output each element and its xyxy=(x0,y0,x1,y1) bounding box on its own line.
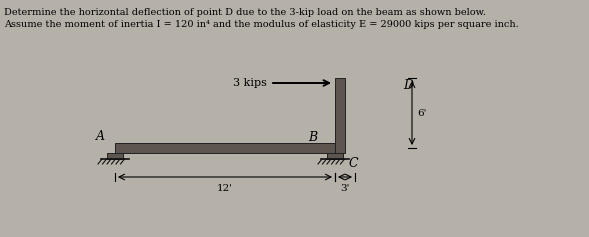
Text: 6': 6' xyxy=(417,109,426,118)
Text: 3 kips: 3 kips xyxy=(233,78,267,88)
Text: C: C xyxy=(349,157,359,170)
Text: Determine the horizontal deflection of point D due to the 3-kip load on the beam: Determine the horizontal deflection of p… xyxy=(4,8,486,17)
Bar xyxy=(335,78,345,153)
Bar xyxy=(327,153,343,159)
Text: Assume the moment of inertia I = 120 in⁴ and the modulus of elasticity E = 29000: Assume the moment of inertia I = 120 in⁴… xyxy=(4,20,519,29)
Text: B: B xyxy=(308,131,317,144)
Bar xyxy=(115,143,335,153)
Text: A: A xyxy=(96,130,105,143)
Text: 12': 12' xyxy=(217,184,233,193)
Text: 3': 3' xyxy=(340,184,350,193)
Bar xyxy=(107,153,123,159)
Text: D: D xyxy=(403,79,413,92)
